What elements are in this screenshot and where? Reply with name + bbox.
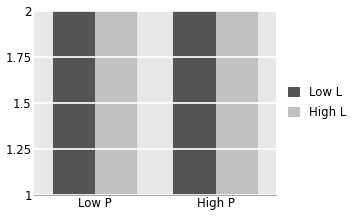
Bar: [95, 0, 137, 195]
Bar: [53, 0, 95, 195]
Legend: Low L, High L: Low L, High L: [284, 83, 350, 123]
Bar: [173, 0, 216, 195]
Bar: [216, 0, 258, 195]
